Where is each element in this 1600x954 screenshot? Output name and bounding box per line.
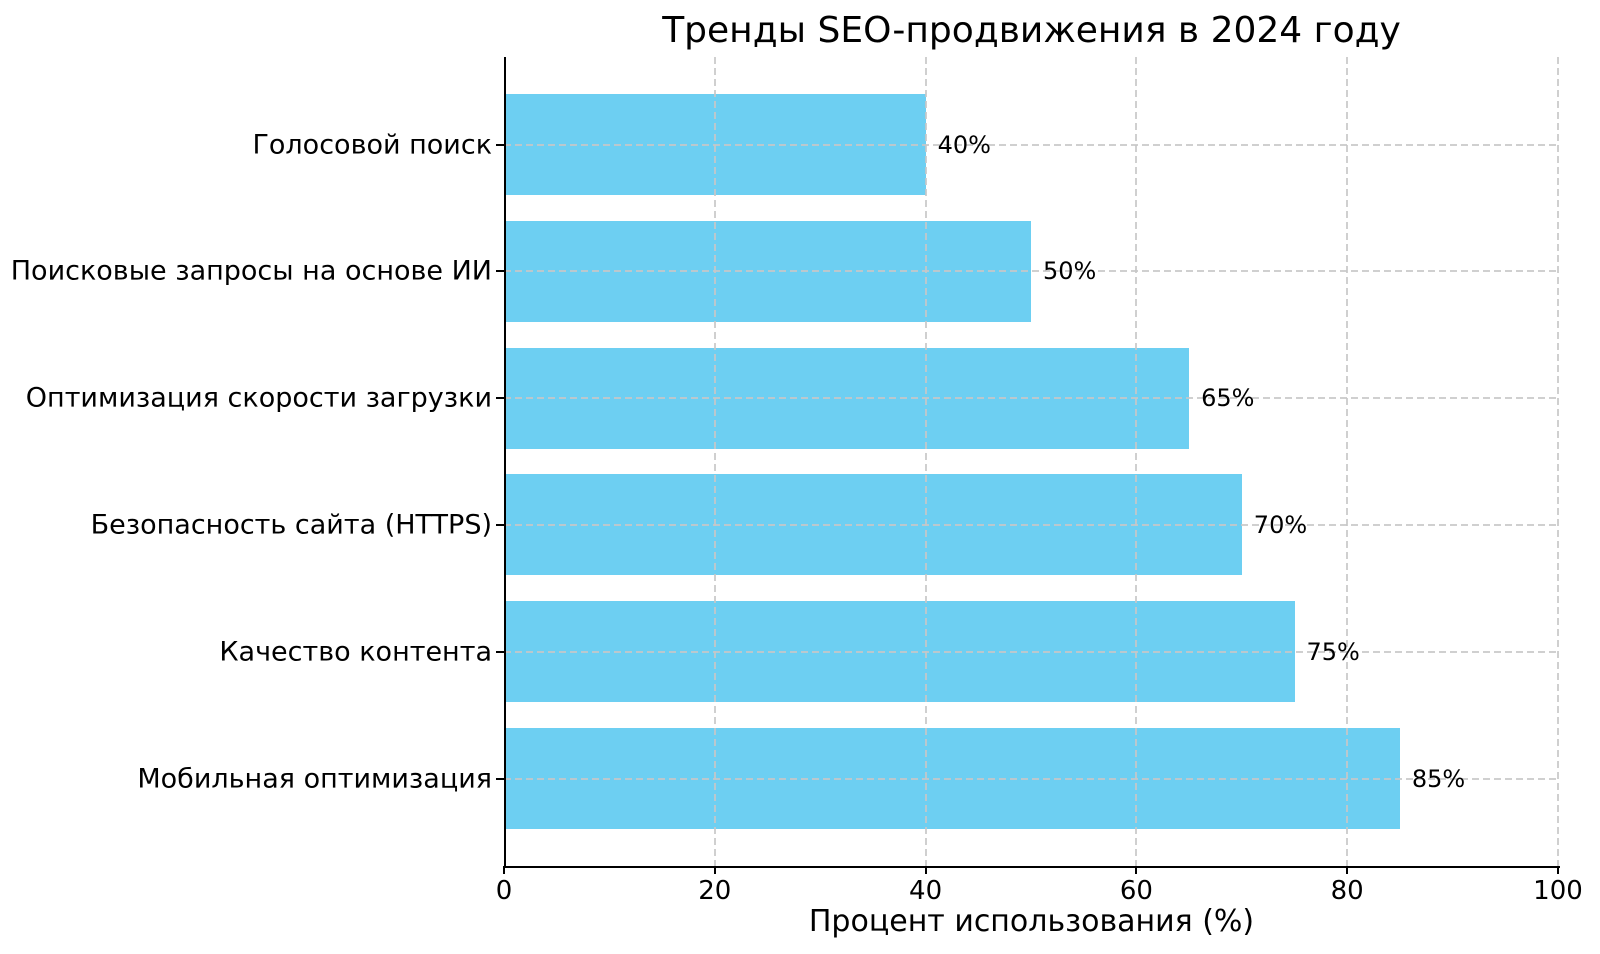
y-gridline: [504, 270, 1559, 273]
x-tick-label: 60: [1119, 876, 1153, 906]
y-tick-mark: [496, 523, 504, 526]
x-tick-mark: [503, 866, 505, 874]
x-tick-mark: [1557, 866, 1559, 874]
x-tick-label: 100: [1533, 876, 1583, 906]
y-axis-label: Безопасность сайта (HTTPS): [90, 509, 492, 541]
y-gridline: [504, 650, 1559, 653]
y-axis-label: Голосовой поиск: [252, 129, 492, 160]
chart-title: Тренды SEO-продвижения в 2024 году: [662, 10, 1401, 51]
x-gridline: [1135, 57, 1138, 866]
x-tick-label: 40: [909, 876, 943, 906]
y-axis-line: [504, 57, 506, 868]
plot-area: 40% 50% 65% 70% 75% 85%: [504, 57, 1559, 866]
y-tick-mark: [496, 270, 504, 273]
x-tick-label: 80: [1330, 876, 1364, 906]
bar-value-label: 40%: [937, 130, 991, 159]
bar-value-label: 75%: [1306, 637, 1360, 666]
x-axis-line: [504, 866, 1560, 868]
y-gridline: [504, 523, 1559, 526]
y-axis-label: Качество контента: [219, 636, 492, 668]
y-axis-label: Поисковые запросы на основе ИИ: [10, 255, 492, 287]
x-tick-mark: [1346, 866, 1349, 874]
x-tick-mark: [924, 866, 927, 874]
bar-value-label: 70%: [1253, 510, 1308, 539]
x-tick-label: 20: [698, 876, 732, 906]
x-tick-label: 0: [495, 876, 513, 906]
x-tick-mark: [1135, 866, 1138, 874]
y-tick-mark: [496, 397, 504, 400]
x-gridline: [1346, 57, 1349, 866]
bar-value-label: 50%: [1043, 257, 1097, 286]
x-tick-mark: [713, 866, 716, 874]
y-axis-label: Мобильная оптимизация: [137, 763, 492, 794]
y-gridline: [504, 397, 1559, 400]
y-gridline: [504, 777, 1559, 780]
x-gridline: [1557, 57, 1559, 866]
y-gridline: [504, 143, 1559, 146]
x-gridline: [924, 57, 927, 866]
y-tick-mark: [496, 777, 504, 780]
y-tick-mark: [496, 143, 504, 146]
bar-value-label: 85%: [1411, 764, 1466, 793]
y-axis-label: Оптимизация скорости загрузки: [25, 382, 492, 414]
y-tick-mark: [496, 650, 504, 653]
x-gridline: [713, 57, 716, 866]
bar-value-label: 65%: [1201, 384, 1255, 413]
x-axis-title: Процент использования (%): [808, 904, 1255, 939]
